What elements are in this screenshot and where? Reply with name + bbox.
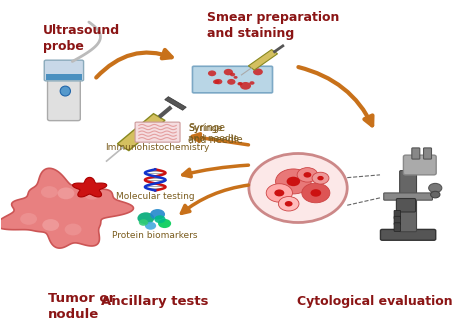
Circle shape [137,212,154,224]
Polygon shape [164,97,186,110]
FancyBboxPatch shape [412,148,420,159]
FancyBboxPatch shape [381,229,436,240]
FancyArrowPatch shape [182,185,248,213]
Circle shape [83,188,100,200]
Text: Protein biomarkers: Protein biomarkers [112,231,198,240]
Circle shape [310,189,321,197]
Text: Molecular testing: Molecular testing [116,192,194,201]
FancyBboxPatch shape [394,223,401,231]
FancyArrowPatch shape [192,134,248,145]
Polygon shape [0,168,134,248]
Circle shape [278,197,299,211]
Polygon shape [118,114,165,150]
Text: Tumor or
nodule: Tumor or nodule [47,291,115,320]
Circle shape [139,219,148,226]
Circle shape [238,82,243,85]
Circle shape [287,177,300,186]
Text: Syringe
and needle: Syringe and needle [188,123,243,145]
FancyBboxPatch shape [44,60,83,81]
Circle shape [253,68,263,75]
FancyBboxPatch shape [135,122,180,142]
Circle shape [234,76,237,79]
Circle shape [274,189,284,196]
Circle shape [312,172,329,184]
FancyBboxPatch shape [400,171,417,232]
FancyArrowPatch shape [299,67,373,125]
Circle shape [302,183,330,203]
FancyBboxPatch shape [192,66,273,93]
Circle shape [275,169,311,194]
Circle shape [303,172,311,178]
Circle shape [230,73,235,76]
Circle shape [208,70,216,76]
Circle shape [317,176,324,181]
Polygon shape [248,50,277,70]
Text: Immunohistochemistry: Immunohistochemistry [105,143,210,152]
Circle shape [428,183,442,193]
FancyBboxPatch shape [396,199,416,212]
Text: Smear preparation
and staining: Smear preparation and staining [207,11,339,40]
FancyBboxPatch shape [46,74,82,80]
Circle shape [266,184,292,202]
FancyBboxPatch shape [403,155,436,175]
Circle shape [224,69,233,75]
Circle shape [213,80,219,84]
Circle shape [215,79,222,84]
Circle shape [430,191,440,198]
Text: Ultrasound
probe: Ultrasound probe [43,24,120,53]
Circle shape [285,201,292,207]
Circle shape [227,79,236,85]
Circle shape [240,82,251,90]
Circle shape [249,81,255,85]
Circle shape [154,215,165,223]
Circle shape [41,186,58,198]
FancyArrowPatch shape [183,165,248,177]
FancyBboxPatch shape [424,148,431,159]
FancyArrowPatch shape [96,50,172,78]
Circle shape [57,187,74,199]
Circle shape [145,222,156,230]
Text: Ancillary tests: Ancillary tests [101,295,209,308]
Text: Syringe
and needle: Syringe and needle [188,124,239,144]
Circle shape [64,223,82,235]
FancyBboxPatch shape [394,216,401,225]
Ellipse shape [60,86,71,96]
Circle shape [158,219,171,228]
FancyBboxPatch shape [384,193,432,200]
Circle shape [150,209,165,219]
Circle shape [297,168,318,182]
Circle shape [42,219,59,231]
Polygon shape [73,178,107,197]
FancyBboxPatch shape [47,75,80,121]
FancyBboxPatch shape [394,210,401,219]
Circle shape [20,213,37,225]
Text: Cytological evaluation: Cytological evaluation [298,295,453,308]
Circle shape [237,82,242,85]
Circle shape [249,153,347,222]
